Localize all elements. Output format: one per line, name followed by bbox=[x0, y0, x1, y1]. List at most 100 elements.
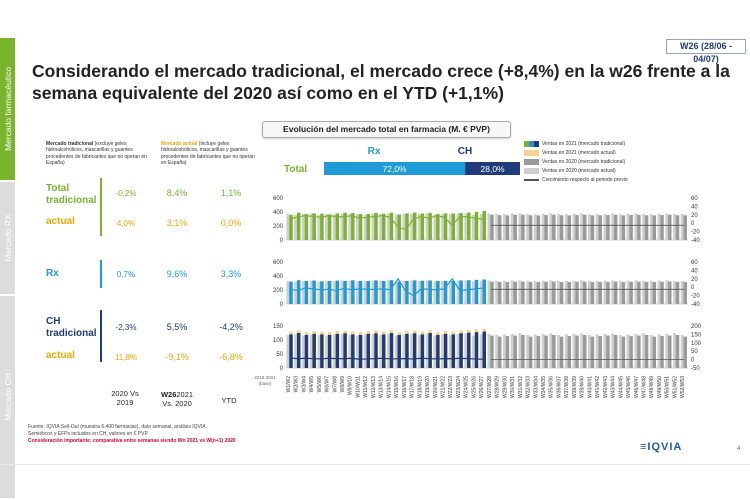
bar-2020-trad bbox=[497, 336, 502, 368]
year-note: 2019 2021 (base) bbox=[254, 375, 276, 386]
y2-tick-label: 20 bbox=[691, 277, 698, 283]
bar-2021 bbox=[436, 280, 440, 304]
bar-2020-trad bbox=[660, 215, 664, 240]
bar-2020-trad bbox=[513, 281, 517, 304]
bar-2021 bbox=[327, 280, 332, 304]
bar-2020-trad bbox=[567, 282, 572, 304]
bar-2020 bbox=[294, 281, 298, 304]
bar-2020-trad bbox=[621, 215, 626, 240]
bar-2021 bbox=[382, 213, 386, 240]
chart-title: Evolución del mercado total en farmacia … bbox=[262, 121, 511, 138]
bar-2021 bbox=[412, 212, 417, 240]
bar-2020 bbox=[294, 214, 298, 240]
bar-2020 bbox=[588, 280, 591, 304]
bar-2020 bbox=[472, 281, 475, 304]
x-tick-label: W13/W14 bbox=[379, 376, 385, 398]
bar-2020 bbox=[595, 213, 599, 240]
bar-2020 bbox=[363, 214, 367, 240]
y2-tick-label: -20 bbox=[691, 294, 700, 300]
x-tick-label: W44/W45 bbox=[618, 376, 624, 398]
x-tick-label: W46/W47 bbox=[634, 376, 640, 398]
bar-2020-trad bbox=[559, 281, 564, 304]
x-tick-label: W21/W22 bbox=[440, 376, 446, 398]
x-tick-label: W25/W26 bbox=[471, 376, 477, 398]
bar-2020 bbox=[479, 213, 483, 240]
divider-rx bbox=[100, 260, 102, 288]
bar-2020 bbox=[448, 334, 452, 368]
bar-2021 bbox=[382, 280, 386, 304]
bar-2020 bbox=[549, 213, 553, 240]
bar-2020-trad bbox=[552, 335, 556, 368]
bar-2020-trad bbox=[637, 281, 641, 304]
bar-2020-trad bbox=[567, 336, 572, 368]
legend-item: Ventas en 2020 (mercado tradicional) bbox=[524, 157, 684, 166]
bar-2020 bbox=[487, 333, 491, 368]
bar-2020-trad bbox=[544, 281, 548, 304]
bar-2021 bbox=[289, 281, 293, 304]
bar-2020-trad bbox=[598, 336, 602, 368]
bar-2021 bbox=[420, 280, 425, 304]
bar-2021 bbox=[351, 280, 355, 304]
bar-2020-trad bbox=[644, 335, 649, 368]
bar-2020-trad bbox=[552, 281, 556, 304]
bar-2020 bbox=[649, 214, 653, 240]
bar-2021 bbox=[312, 280, 316, 304]
bar-2020 bbox=[394, 335, 398, 368]
bar-2020 bbox=[588, 214, 591, 240]
bar-2021 bbox=[467, 280, 471, 304]
bar-2021 bbox=[451, 213, 456, 240]
bar-2021 bbox=[296, 280, 301, 304]
bar-2021 bbox=[405, 333, 409, 368]
bar-2020-trad bbox=[598, 281, 602, 304]
value-total-ytd: 1,1% bbox=[220, 188, 242, 198]
bar-2020 bbox=[595, 280, 599, 304]
y-tick-label: 200 bbox=[273, 288, 284, 294]
bar-2020 bbox=[325, 214, 329, 240]
y2-tick-label: 40 bbox=[691, 268, 698, 274]
bar-2020 bbox=[642, 333, 646, 368]
bar-2021 bbox=[459, 333, 463, 368]
bar-2020 bbox=[533, 334, 537, 368]
bar-2021 bbox=[443, 333, 448, 368]
bar-2020 bbox=[348, 280, 352, 304]
bar-2021 bbox=[366, 213, 371, 240]
bar-2021 bbox=[443, 213, 448, 240]
y-tick-label: 0 bbox=[280, 366, 284, 372]
sidebar-tab-mercado-rx[interactable]: Mercado RX bbox=[0, 182, 15, 294]
y-tick-label: 400 bbox=[273, 274, 284, 280]
bar-2020 bbox=[425, 213, 429, 240]
bar-2021 bbox=[327, 334, 332, 368]
bar-2020-trad bbox=[575, 335, 579, 368]
bar-2020-trad bbox=[652, 282, 657, 304]
bar-2021 bbox=[420, 213, 425, 240]
divider-ch bbox=[100, 310, 102, 362]
divider-total bbox=[100, 178, 102, 236]
bar-2021 bbox=[467, 212, 471, 240]
bar-2021 bbox=[436, 214, 440, 240]
bar-2021 bbox=[312, 213, 316, 240]
bar-2020 bbox=[549, 333, 553, 368]
bar-2020-trad bbox=[521, 281, 525, 304]
weekly-charts: 0200400600-40-2002040600200400600-40-200… bbox=[273, 196, 702, 398]
sidebar-tab-mercado-farmaceutico[interactable]: Mercado farmacéutico bbox=[0, 38, 15, 180]
y-tick-label: 50 bbox=[276, 352, 283, 358]
row-label-total: Total tradicional bbox=[46, 183, 97, 206]
bar-2020 bbox=[557, 280, 561, 304]
x-tick-label: W30/W31 bbox=[510, 376, 516, 398]
bar-2020 bbox=[564, 280, 568, 304]
bar-2020 bbox=[387, 280, 390, 304]
bar-2021 bbox=[389, 333, 394, 368]
bar-2020 bbox=[410, 280, 414, 304]
y2-tick-label: 0 bbox=[691, 221, 695, 227]
x-tick-label: W50/W51 bbox=[665, 376, 671, 398]
bar-2020 bbox=[301, 280, 305, 304]
x-tick-label: W39/W40 bbox=[580, 376, 586, 398]
value-total-actual-2020: 4,0% bbox=[116, 219, 136, 228]
bar-2020 bbox=[433, 335, 437, 368]
bar-2020 bbox=[595, 334, 599, 368]
x-tick-label: W17/W18 bbox=[410, 376, 416, 398]
bar-2020 bbox=[526, 280, 530, 304]
bar-2020 bbox=[441, 280, 445, 304]
sidebar-tab-mercado-ch[interactable]: Mercado CH bbox=[0, 296, 15, 498]
bar-2021 bbox=[428, 280, 432, 304]
